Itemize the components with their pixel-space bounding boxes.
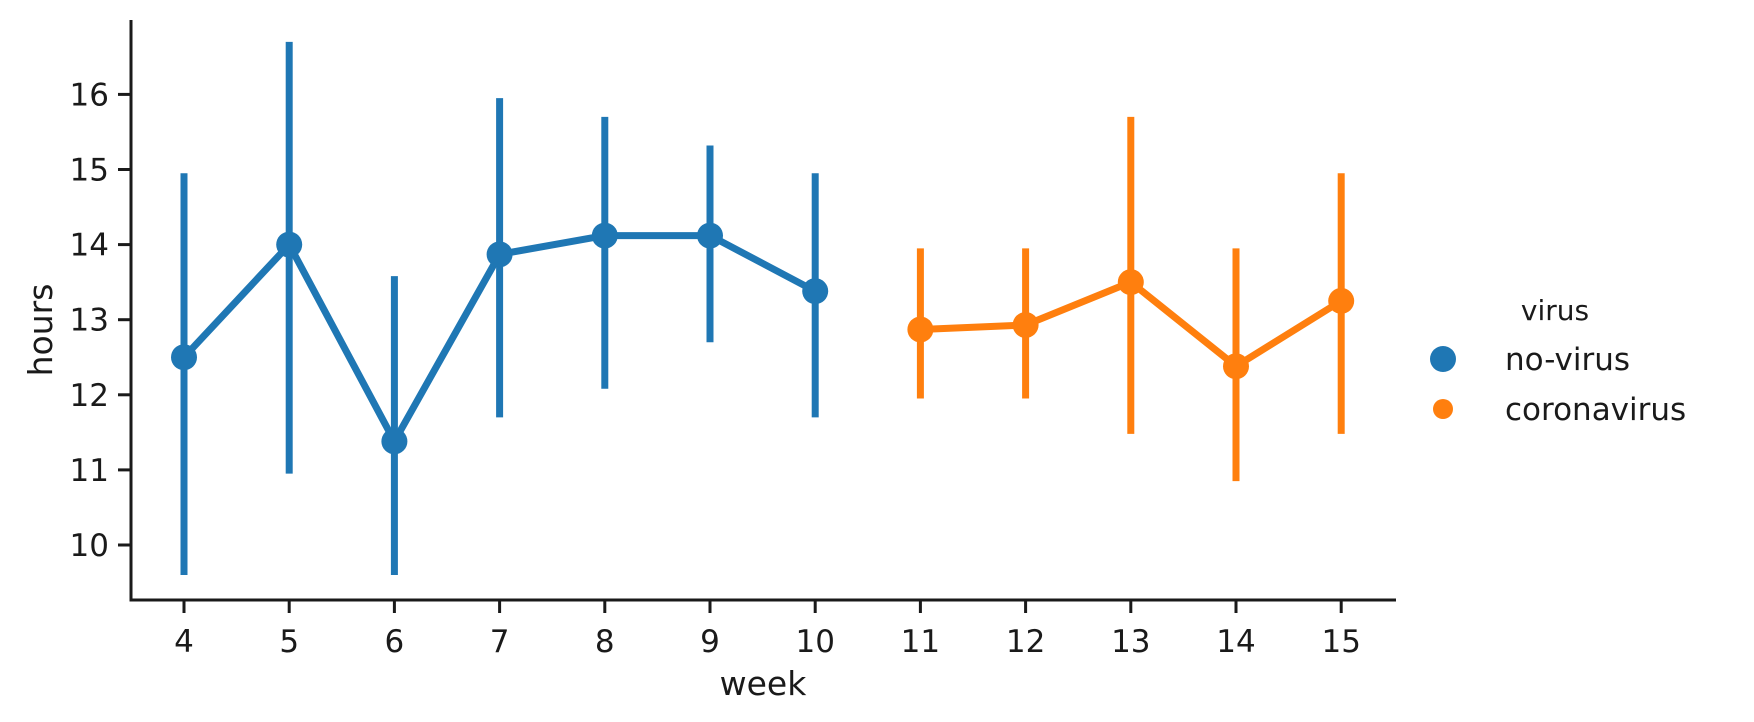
data-point	[1012, 311, 1039, 338]
y-tick-label: 11	[70, 453, 109, 489]
data-point	[486, 241, 513, 268]
legend-items: no-virus coronavirus	[1430, 342, 1686, 428]
x-tick-label: 4	[174, 624, 194, 660]
data-point	[1223, 353, 1249, 380]
legend-label: no-virus	[1505, 342, 1630, 378]
x-tick-label: 15	[1321, 624, 1360, 660]
y-tick-label: 12	[70, 378, 109, 414]
y-tick-label: 16	[70, 77, 109, 113]
y-axis-title: hours	[21, 284, 60, 377]
y-tick-label: 15	[70, 153, 109, 189]
series-no-virus	[171, 41, 829, 576]
legend: virus no-virus coronavirus	[1430, 294, 1686, 428]
y-tick-label: 13	[70, 303, 109, 339]
data-point	[591, 222, 618, 249]
x-tick-label: 6	[385, 624, 405, 660]
x-tick-label: 8	[595, 624, 615, 660]
x-tick-label: 13	[1111, 624, 1150, 660]
axes: 10 11 12 13 14 15 16 4 5 6 7 8 9 10 11 12 13 14 15 week h…	[21, 20, 1396, 703]
x-tick-label: 14	[1216, 624, 1255, 660]
data-point	[1328, 287, 1355, 314]
data-point	[381, 428, 408, 455]
legend-item-no-virus: no-virus	[1430, 342, 1630, 378]
legend-marker	[1433, 399, 1453, 419]
plot-series	[171, 41, 1355, 576]
legend-title: virus	[1521, 294, 1589, 327]
data-point	[802, 278, 829, 305]
x-tick-label: 9	[700, 624, 720, 660]
x-ticks: 4 5 6 7 8 9 10 11 12 13 14 15	[174, 600, 1361, 660]
x-tick-label: 11	[901, 624, 940, 660]
legend-item-coronavirus: coronavirus	[1433, 392, 1686, 428]
data-point	[1117, 269, 1144, 296]
y-tick-label: 14	[70, 228, 109, 264]
data-point	[171, 344, 197, 371]
x-tick-label: 12	[1006, 624, 1045, 660]
y-tick-label: 10	[70, 528, 109, 564]
legend-label: coronavirus	[1505, 392, 1686, 428]
data-point	[697, 222, 723, 249]
series-coronavirus	[907, 116, 1355, 482]
data-point	[907, 316, 934, 343]
legend-marker	[1430, 346, 1456, 372]
x-tick-label: 10	[795, 624, 834, 660]
x-tick-label: 5	[279, 624, 299, 660]
y-ticks: 10 11 12 13 14 15 16	[70, 77, 131, 564]
x-tick-label: 7	[490, 624, 510, 660]
x-axis-title: week	[720, 664, 808, 703]
data-point	[276, 231, 303, 258]
